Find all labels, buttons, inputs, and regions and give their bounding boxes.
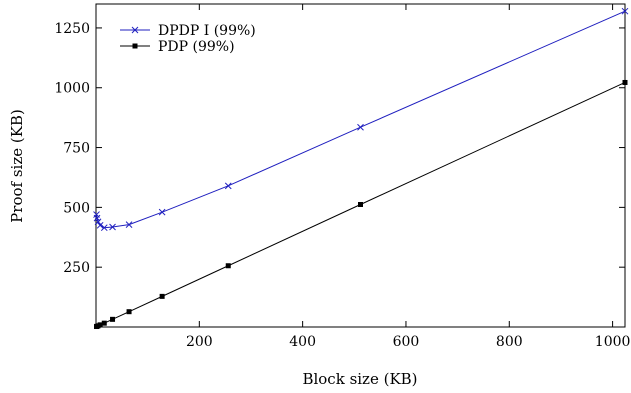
series-layer <box>93 7 629 330</box>
legend: DPDP I (99%)PDP (99%) <box>120 23 256 55</box>
y-tick-label: 1000 <box>54 81 90 97</box>
x-axis-title: Block size (KB) <box>302 370 417 388</box>
y-tick-label: 1250 <box>54 21 90 37</box>
x-axis-ticks: 200 400 600 800 1000 <box>186 4 630 350</box>
y-tick-label: 500 <box>63 200 90 216</box>
data-point <box>109 223 116 231</box>
plot-frame <box>95 3 626 328</box>
x-tick-label: 400 <box>289 334 316 350</box>
x-tick-label: 600 <box>393 334 420 350</box>
data-point <box>622 79 628 85</box>
y-axis-title: Proof size (KB) <box>8 109 26 223</box>
data-point <box>225 263 231 269</box>
data-point <box>110 316 116 322</box>
data-point <box>159 293 165 299</box>
data-point <box>621 7 629 15</box>
legend-marker <box>132 43 138 49</box>
x-tick-label: 800 <box>496 334 523 350</box>
data-point <box>96 221 104 229</box>
data-point <box>94 218 102 226</box>
y-tick-label: 750 <box>63 141 90 157</box>
data-point <box>358 201 363 207</box>
data-point <box>158 208 166 216</box>
data-point <box>126 309 132 315</box>
y-axis-ticks: 250 500 750 1000 1250 <box>54 21 625 276</box>
data-point <box>224 182 232 190</box>
x-tick-label: 200 <box>186 334 213 350</box>
data-point <box>97 322 103 328</box>
x-tick-label: 1000 <box>595 334 631 350</box>
data-point <box>357 123 364 131</box>
data-point <box>101 320 107 326</box>
legend-label: PDP (99%) <box>158 39 235 55</box>
data-point <box>125 221 133 228</box>
data-point <box>100 224 108 232</box>
legend-label: DPDP I (99%) <box>158 23 256 39</box>
y-tick-label: 250 <box>63 260 90 276</box>
legend-marker <box>131 26 139 34</box>
